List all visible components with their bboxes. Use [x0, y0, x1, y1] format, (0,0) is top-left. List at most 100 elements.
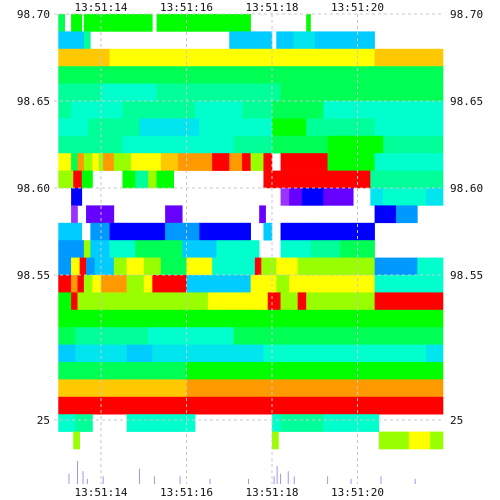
heatmap-cell: [280, 414, 324, 432]
heatmap-cell: [58, 240, 85, 258]
heatmap-cell: [306, 292, 375, 311]
heatmap-cell: [126, 275, 145, 293]
heatmap-cell: [83, 31, 91, 50]
heatmap-cell: [81, 170, 93, 189]
volume-bar: [273, 476, 275, 484]
heatmap-cell: [276, 275, 290, 293]
x-tick-bottom-label: 13:51:18: [246, 486, 299, 499]
heatmap-cell: [71, 153, 78, 171]
heatmap-cell: [374, 205, 397, 224]
heatmap-cell: [374, 48, 444, 67]
heatmap-cell: [370, 188, 384, 206]
heatmap-cell: [374, 257, 418, 276]
heatmap-cell: [261, 257, 277, 276]
heatmap-cell: [122, 101, 196, 119]
heatmap-cell: [229, 31, 273, 50]
heatmap-cell: [109, 240, 136, 258]
heatmap-cell: [58, 257, 72, 276]
heatmap-cell: [109, 48, 375, 67]
heatmap-cell: [58, 170, 74, 189]
heatmap-cell: [186, 362, 444, 380]
heatmap-cell: [71, 14, 83, 32]
heatmap-cell: [374, 275, 444, 293]
heatmap-cell: [250, 153, 264, 171]
heatmap-cell: [280, 222, 316, 241]
heatmap-cell: [143, 257, 162, 276]
volume-bar: [86, 478, 88, 484]
heatmap-cell: [135, 240, 183, 258]
heatmap-cell: [58, 222, 83, 241]
heatmap-cell: [139, 118, 200, 137]
heatmap-cell: [103, 153, 115, 171]
heatmap-cell: [58, 327, 76, 345]
heatmap-cell: [323, 188, 354, 206]
heatmap-cell: [207, 292, 269, 311]
heatmap-cell: [182, 240, 217, 258]
x-tick-top-label: 13:51:14: [75, 1, 128, 14]
heatmap-cell: [430, 431, 444, 450]
heatmap-cell: [86, 257, 95, 276]
heatmap-cell: [92, 153, 100, 171]
heatmap-cells: [58, 14, 444, 450]
heatmap-cell: [306, 118, 375, 137]
heatmap-cell: [109, 222, 127, 241]
heatmap-cell: [293, 31, 316, 50]
heatmap-cell: [263, 153, 273, 171]
heatmap-cell: [272, 135, 328, 154]
heatmap-cell: [165, 222, 200, 241]
heatmap-cell: [297, 257, 375, 276]
heatmap-cell: [98, 153, 104, 171]
heatmap-cell: [425, 344, 444, 363]
heatmap-cell: [86, 205, 115, 224]
heatmap-cell: [323, 101, 444, 119]
heatmap-cell: [186, 379, 444, 398]
heatmap-cell: [143, 275, 153, 293]
volume-bar: [138, 468, 140, 484]
heatmap-cell: [276, 31, 294, 50]
heatmap-cell: [122, 292, 209, 311]
volume-bar: [327, 476, 329, 484]
heatmap-cell: [310, 240, 341, 258]
heatmap-cell: [58, 379, 187, 398]
heatmap-cell: [75, 344, 127, 363]
heatmap-cell: [254, 257, 262, 276]
heatmap-cell: [71, 101, 123, 119]
heatmap-cell: [126, 222, 166, 241]
x-tick-bottom-label: 13:51:16: [160, 486, 213, 499]
volume-bar: [293, 476, 295, 484]
heatmap-cell: [306, 14, 311, 32]
volume-bar: [179, 476, 181, 484]
heatmap-cell: [301, 188, 324, 206]
volume-bar: [248, 478, 249, 484]
heatmap-cell: [122, 135, 234, 154]
heatmap-cell: [58, 83, 102, 102]
heatmap-cell: [425, 188, 444, 206]
volume-bar: [350, 478, 352, 484]
heatmap-cell: [289, 188, 303, 206]
heatmap-cell: [83, 14, 153, 32]
heatmap-cell: [195, 101, 243, 119]
heatmap-cell: [156, 170, 174, 189]
heatmap-cell: [83, 240, 91, 258]
heatmap-cell: [71, 275, 78, 293]
y-tick-right-label: 98.55: [450, 269, 483, 282]
heatmap-cell: [88, 118, 140, 137]
volume-bar: [82, 471, 84, 484]
heatmap-cell: [58, 414, 76, 432]
heatmap-cell: [71, 188, 83, 206]
heatmap-cell: [79, 257, 87, 276]
volume-bar: [102, 476, 104, 484]
volume-bar: [209, 478, 211, 484]
heatmap-cell: [280, 188, 290, 206]
heatmap-cell: [77, 292, 123, 311]
heatmap-cell: [186, 275, 251, 293]
heatmap-cell: [263, 170, 273, 189]
y-tick-right-label: 98.70: [450, 8, 483, 21]
heatmap-cell: [58, 396, 444, 415]
heatmap-cell: [135, 170, 149, 189]
volume-axis-left-label: 25: [37, 414, 50, 427]
y-tick-right-label: 98.65: [450, 95, 483, 108]
heatmap-cell: [408, 431, 431, 450]
heatmap-cell: [58, 153, 72, 171]
volume-bar: [68, 473, 70, 484]
